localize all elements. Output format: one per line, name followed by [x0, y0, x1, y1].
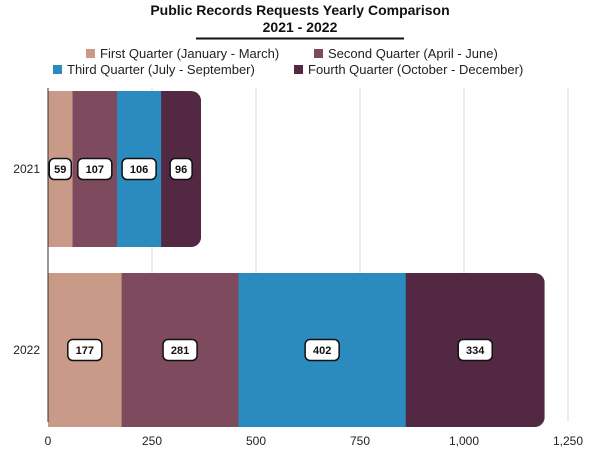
- chart-subtitle: 2021 - 2022: [263, 19, 338, 35]
- x-tick-label: 750: [350, 434, 370, 448]
- data-label-box: [77, 157, 113, 181]
- data-label-box: [304, 338, 340, 362]
- data-label-box: [48, 157, 73, 181]
- bars: [48, 91, 545, 427]
- y-tick-label: 2021: [13, 162, 40, 176]
- data-label: 334: [466, 345, 485, 357]
- data-label-box: [67, 338, 103, 362]
- legend-swatch: [53, 65, 62, 74]
- data-label-box: [121, 157, 157, 181]
- legend-swatch: [314, 49, 323, 58]
- chart-title: Public Records Requests Yearly Compariso…: [150, 2, 449, 18]
- legend-label: Fourth Quarter (October - December): [308, 62, 523, 77]
- data-label: 59: [54, 164, 66, 176]
- x-tick-label: 1,000: [449, 434, 479, 448]
- y-tick-label: 2022: [13, 343, 40, 357]
- data-label: 96: [175, 164, 187, 176]
- legend-label: Second Quarter (April - June): [328, 46, 498, 61]
- data-labels: 59 107 106 96 177 281 402 334: [48, 157, 493, 362]
- legend-swatch: [294, 65, 303, 74]
- legend: First Quarter (January - March) Second Qu…: [53, 46, 523, 77]
- data-label: 281: [171, 345, 189, 357]
- x-tick-label: 250: [142, 434, 162, 448]
- data-label: 402: [313, 345, 331, 357]
- x-tick-label: 500: [246, 434, 266, 448]
- axes: 0 250 500 750 1,000 1,250 2021 2022: [13, 88, 583, 448]
- x-tick-label: 0: [45, 434, 52, 448]
- data-label-box: [457, 338, 493, 362]
- legend-swatch: [86, 49, 95, 58]
- data-label: 107: [86, 164, 104, 176]
- data-label: 106: [130, 164, 148, 176]
- data-label: 177: [76, 345, 94, 357]
- x-tick-label: 1,250: [553, 434, 583, 448]
- legend-label: Third Quarter (July - September): [67, 62, 255, 77]
- data-label-box: [169, 157, 193, 181]
- data-label-box: [162, 338, 198, 362]
- legend-label: First Quarter (January - March): [100, 46, 279, 61]
